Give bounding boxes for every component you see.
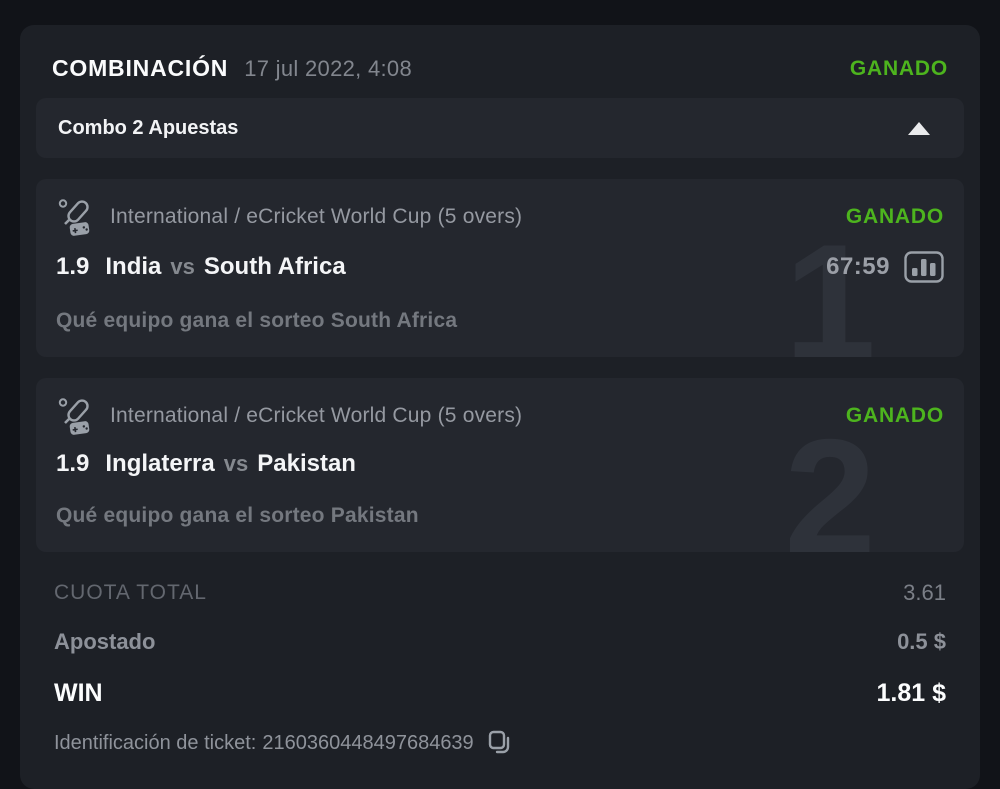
bet-card-2: 2 International / eCricket World Cup (5 … — [36, 378, 964, 552]
ticket-summary: CUOTA TOTAL 3.61 Apostado 0.5 $ WIN 1.81… — [36, 552, 964, 756]
stake-value: 0.5 $ — [897, 629, 946, 654]
stake-label: Apostado — [54, 629, 156, 654]
bet-index-watermark: 1 — [784, 210, 876, 358]
ticket-id-value: 2160360448497684639 — [262, 731, 474, 754]
teams-row: 1.9 India vs South Africa 67:59 — [56, 251, 944, 283]
ticket-id-row: Identificación de ticket: 21603604484976… — [54, 730, 946, 756]
bet-odds: 1.9 — [56, 450, 90, 477]
team-away: South Africa — [203, 253, 346, 280]
vs-label: vs — [223, 451, 249, 476]
bet-status-badge: GANADO — [845, 205, 944, 228]
combo-label: Combo 2 Apuestas — [58, 116, 239, 139]
market-selection: Qué equipo gana el sorteo Pakistan — [56, 504, 419, 527]
bet-card-1: 1 International / eCricket World Cup (5 … — [36, 179, 964, 357]
teams-row: 1.9 Inglaterra vs Pakistan — [56, 450, 944, 478]
ticket-type-title: COMBINACIÓN — [52, 55, 229, 81]
league-name: International / eCricket World Cup (5 ov… — [110, 404, 523, 427]
team-away: Pakistan — [257, 450, 356, 477]
market-row: Qué equipo gana el sorteo Pakistan — [56, 504, 944, 528]
ecricket-sport-icon — [58, 396, 92, 436]
total-odds-row: CUOTA TOTAL 3.61 — [54, 580, 946, 606]
ticket-header: COMBINACIÓN 17 jul 2022, 4:08 GANADO — [36, 41, 964, 98]
vs-label: vs — [170, 254, 195, 279]
combo-accordion-header[interactable]: Combo 2 Apuestas — [36, 98, 964, 158]
match-time-box: 67:59 — [826, 251, 944, 283]
ticket-id-label: Identificación de ticket: — [54, 731, 257, 754]
league-row: International / eCricket World Cup (5 ov… — [56, 197, 944, 237]
total-odds-value: 3.61 — [903, 580, 946, 605]
market-selection: Qué equipo gana el sorteo South Africa — [56, 309, 458, 332]
win-label: WIN — [54, 679, 103, 707]
win-value: 1.81 $ — [876, 679, 946, 707]
league-row: International / eCricket World Cup (5 ov… — [56, 396, 944, 436]
market-row: Qué equipo gana el sorteo South Africa — [56, 309, 944, 333]
match-time: 67:59 — [826, 253, 890, 280]
collapse-arrow-icon[interactable] — [908, 121, 930, 135]
stats-icon[interactable] — [904, 251, 944, 283]
bet-status-badge: GANADO — [845, 404, 944, 427]
bet-odds: 1.9 — [56, 253, 90, 280]
copy-icon[interactable] — [488, 730, 512, 756]
ecricket-sport-icon — [58, 197, 92, 237]
team-home: Inglaterra — [105, 450, 215, 477]
team-home: India — [105, 253, 162, 280]
ticket-status-badge: GANADO — [849, 56, 948, 80]
bet-ticket-card: COMBINACIÓN 17 jul 2022, 4:08 GANADO Com… — [20, 25, 980, 789]
win-row: WIN 1.81 $ — [54, 679, 946, 708]
total-odds-label: CUOTA TOTAL — [54, 581, 207, 604]
league-name: International / eCricket World Cup (5 ov… — [110, 205, 523, 228]
ticket-date: 17 jul 2022, 4:08 — [244, 55, 412, 81]
stake-row: Apostado 0.5 $ — [54, 629, 946, 655]
